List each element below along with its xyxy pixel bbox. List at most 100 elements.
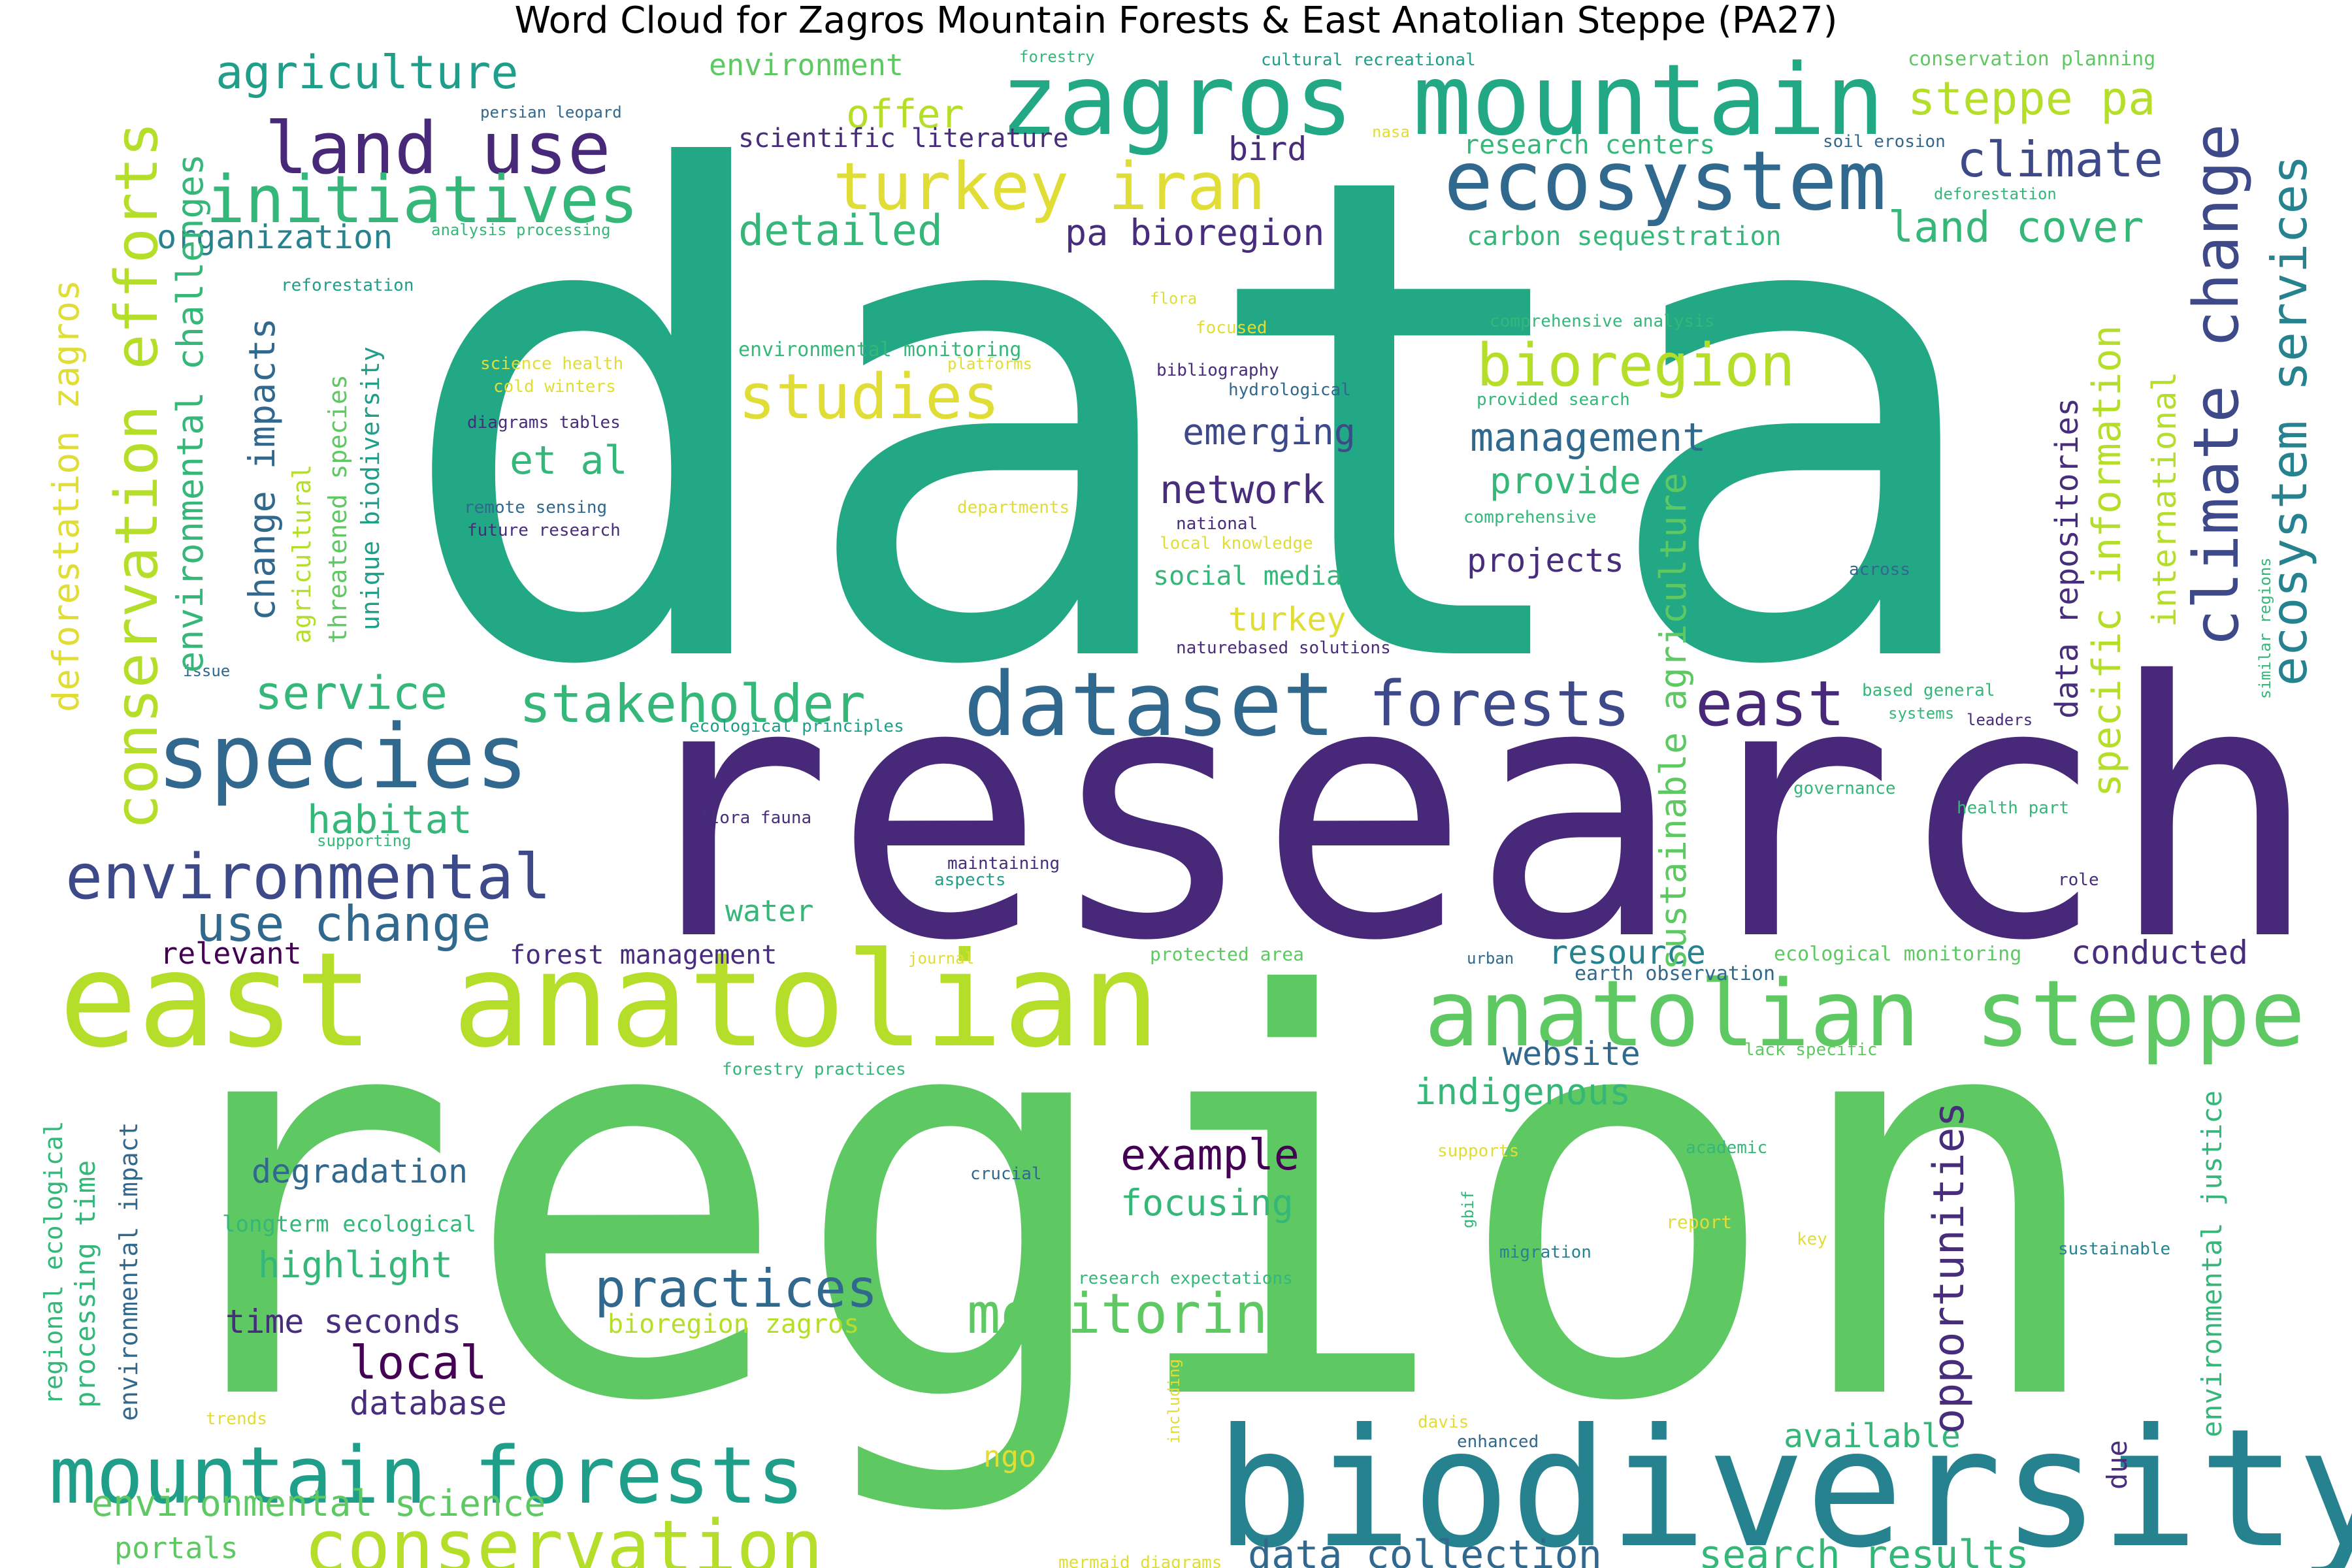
word-highlight: highlight <box>258 1244 453 1286</box>
word-environmental-impact: environmental impact <box>114 1122 143 1421</box>
word-agricultural: agricultural <box>287 464 316 644</box>
word-research: research <box>621 608 2320 1018</box>
word-reforestation: reforestation <box>281 276 414 295</box>
word-network: network <box>1160 467 1325 513</box>
word-turkey-iran: turkey iran <box>833 148 1266 225</box>
word-flora: flora <box>1150 289 1197 308</box>
word-available: available <box>1784 1417 1961 1455</box>
word-cultural-recreational: cultural recreational <box>1261 50 1476 70</box>
word-hydrological: hydrological <box>1228 380 1351 400</box>
word-biodiversity: biodiversity <box>1215 1394 2352 1568</box>
word-east: east <box>1695 668 1845 740</box>
word-ecosystem-services: ecosystem services <box>2261 155 2318 686</box>
word-use-change: use change <box>196 895 491 953</box>
word-cold-winters: cold winters <box>493 377 616 397</box>
word-including: including <box>1165 1359 1183 1444</box>
word-environmental-monitoring: environmental monitoring <box>738 338 1021 361</box>
word-based-general: based general <box>1862 681 1995 700</box>
word-opportunities: opportunities <box>1925 1102 1974 1434</box>
word-crucial: crucial <box>970 1164 1042 1184</box>
word-soil-erosion: soil erosion <box>1823 132 1946 152</box>
word-portals: portals <box>114 1531 238 1565</box>
word-naturebased-solutions: naturebased solutions <box>1176 638 1391 658</box>
word-persian-leopard: persian leopard <box>480 103 622 122</box>
word-remote-sensing: remote sensing <box>464 498 607 517</box>
word-forestry: forestry <box>1019 48 1095 66</box>
word-longterm-ecological: longterm ecological <box>222 1211 476 1237</box>
word-climate: climate <box>1957 131 2163 188</box>
word-enhanced: enhanced <box>1457 1432 1539 1452</box>
word-conservation-efforts: conservation efforts <box>103 122 171 830</box>
word-report: report <box>1666 1211 1732 1233</box>
word-forestry-practices: forestry practices <box>722 1060 906 1079</box>
word-leaders: leaders <box>1967 711 2033 729</box>
word-relevant: relevant <box>160 936 302 971</box>
word-platforms: platforms <box>947 355 1032 373</box>
word-environmental: environmental <box>65 841 551 913</box>
word-regional-ecological: regional ecological <box>39 1120 68 1405</box>
word-stakeholder: stakeholder <box>519 674 866 734</box>
word-change-impacts: change impacts <box>241 318 283 621</box>
word-environment: environment <box>709 48 904 82</box>
word-national: national <box>1176 514 1258 534</box>
word-journal: journal <box>908 949 974 968</box>
word-issue: issue <box>183 662 230 680</box>
word-conducted: conducted <box>2071 934 2248 972</box>
word-trends: trends <box>206 1409 267 1429</box>
word-international: international <box>2146 372 2183 627</box>
word-environmental-justice: environmental justice <box>2196 1090 2228 1437</box>
word-flora-fauna: flora fauna <box>699 808 811 828</box>
word-data: data <box>392 35 1997 811</box>
word-health-part: health part <box>1957 798 2069 818</box>
word-website: website <box>1503 1035 1641 1073</box>
word-search-results: search results <box>1699 1532 2029 1568</box>
word-similar-regions: similar regions <box>2256 557 2274 699</box>
word-comprehensive: comprehensive <box>1463 508 1597 527</box>
word-data-repositories: data repositories <box>2049 398 2085 719</box>
word-agriculture: agriculture <box>216 46 519 99</box>
word-offer: offer <box>846 91 964 137</box>
word-research-centers: research centers <box>1463 130 1715 160</box>
word-threatened-species: threatened species <box>323 374 352 644</box>
word-organization: organization <box>157 218 393 256</box>
word-provided-search: provided search <box>1477 390 1630 410</box>
word-gbif: gbif <box>1459 1190 1477 1228</box>
word-ecological-principles: ecological principles <box>689 717 904 736</box>
word-systems: systems <box>1888 704 1954 723</box>
word-ecosystem: ecosystem <box>1444 134 1886 229</box>
word-davis: davis <box>1418 1413 1469 1432</box>
word-role: role <box>2058 870 2099 890</box>
word-future-research: future research <box>467 521 621 540</box>
word-provide: provide <box>1490 460 1641 502</box>
word-bioregion-zagros: bioregion zagros <box>608 1309 859 1339</box>
word-across: across <box>1849 560 1910 580</box>
word-migration: migration <box>1499 1243 1592 1262</box>
word-academic: academic <box>1686 1138 1767 1158</box>
word-science-health: science health <box>480 354 623 374</box>
word-studies: studies <box>738 361 1000 433</box>
word-social-media: social media <box>1153 561 1342 591</box>
word-ngo: ngo <box>983 1439 1036 1474</box>
word-urban: urban <box>1467 949 1514 968</box>
word-degradation: degradation <box>252 1152 468 1190</box>
word-climate-change: climate change <box>2181 123 2253 647</box>
word-unique-biodiversity: unique biodiversity <box>356 346 385 630</box>
word-forests: forests <box>1369 668 1630 740</box>
word-water: water <box>725 894 813 928</box>
word-sustainable-agriculture: sustainable agriculture <box>1652 472 1694 970</box>
word-indigenous: indigenous <box>1414 1071 1631 1113</box>
word-practices: practices <box>595 1258 877 1319</box>
word-local-knowledge: local knowledge <box>1160 534 1313 553</box>
word-service: service <box>255 666 448 720</box>
word-sustainable: sustainable <box>2058 1239 2170 1259</box>
word-dataset: dataset <box>964 653 1335 756</box>
word-deforestation: deforestation <box>1934 185 2057 203</box>
word-zagros-mountain: zagros mountain <box>1000 44 1885 157</box>
word-time-seconds: time seconds <box>225 1303 461 1341</box>
word-local: local <box>350 1336 487 1390</box>
word-data-collection: data collection <box>1248 1532 1602 1568</box>
chart-title: Word Cloud for Zagros Mountain Forests &… <box>514 0 1838 42</box>
word-land-cover: land cover <box>1888 203 2144 252</box>
word-ecological-monitoring: ecological monitoring <box>1774 943 2021 966</box>
word-land-use: land use <box>265 106 611 190</box>
